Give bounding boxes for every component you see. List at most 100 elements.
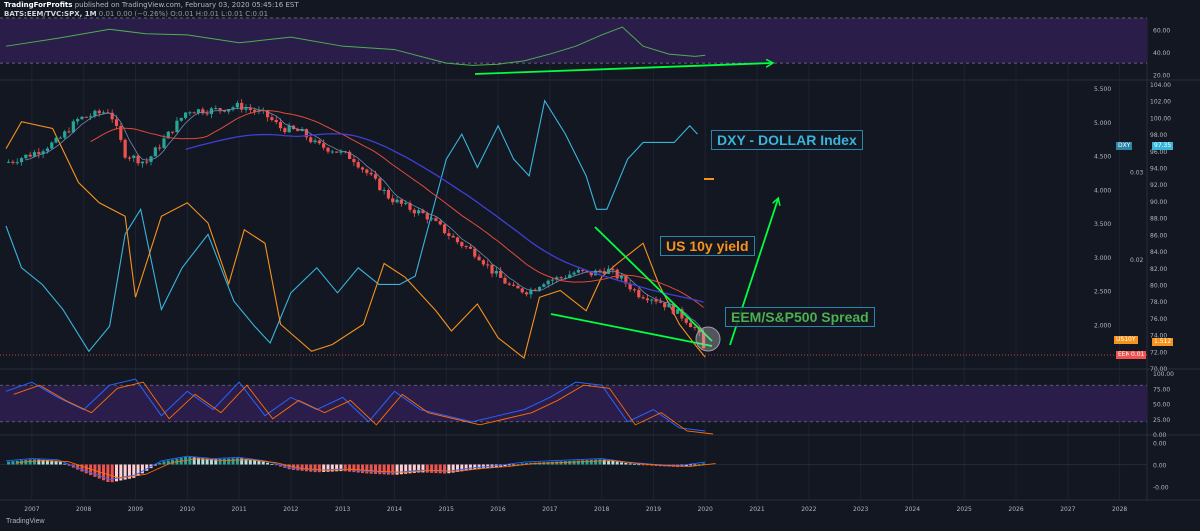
macd-bar bbox=[624, 462, 628, 465]
macd-bar bbox=[274, 464, 278, 466]
candle-body bbox=[615, 269, 619, 279]
x-tick-2010: 2010 bbox=[180, 506, 195, 513]
x-tick-2009: 2009 bbox=[128, 506, 143, 513]
price-tag-dxy: DXY bbox=[1116, 142, 1133, 150]
macd-bar bbox=[348, 464, 352, 472]
candle-body bbox=[11, 161, 15, 163]
macd-bar bbox=[378, 464, 382, 475]
macd-bar bbox=[447, 464, 451, 474]
candle-body bbox=[606, 268, 611, 274]
macd-bar bbox=[572, 460, 576, 465]
candle-body bbox=[693, 327, 697, 329]
candle-body bbox=[464, 246, 468, 248]
candle-body bbox=[304, 129, 309, 138]
candle-body bbox=[701, 332, 706, 349]
candle-body bbox=[632, 289, 637, 291]
candle-body bbox=[611, 268, 615, 270]
annotation-eem[interactable]: EEM/S&P500 Spread bbox=[725, 307, 875, 327]
macd-bar bbox=[227, 458, 231, 465]
candle-body bbox=[486, 264, 490, 266]
candle-body bbox=[408, 203, 412, 210]
macd-bar bbox=[261, 461, 265, 465]
chart-header-publisher: TradingForProfits published on TradingVi… bbox=[4, 1, 299, 9]
macd-bar bbox=[689, 464, 693, 466]
x-tick-2016: 2016 bbox=[490, 506, 505, 513]
candle-body bbox=[218, 108, 222, 111]
macd-bar bbox=[568, 460, 572, 465]
x-tick-2017: 2017 bbox=[542, 506, 557, 513]
spread-tick-0.02: 0.02 bbox=[1130, 257, 1144, 264]
macd-bar bbox=[11, 461, 15, 465]
candle-body bbox=[598, 270, 602, 272]
macd-tick-2: -0.00 bbox=[1153, 485, 1169, 492]
macd-bar bbox=[421, 464, 425, 473]
macd-bar bbox=[240, 458, 244, 465]
macd-bar bbox=[438, 464, 442, 474]
dxy-tick-102.00: 102.00 bbox=[1150, 99, 1171, 106]
candle-body bbox=[399, 199, 403, 204]
candle-body bbox=[45, 148, 50, 152]
candle-body bbox=[688, 322, 693, 328]
candle-body bbox=[270, 117, 274, 120]
macd-bar bbox=[326, 464, 330, 472]
publisher-name[interactable]: TradingForProfits bbox=[4, 1, 73, 9]
candle-body bbox=[589, 271, 593, 276]
spread-ma-medium bbox=[90, 109, 704, 308]
annotation-dxy[interactable]: DXY - DOLLAR Index bbox=[711, 130, 863, 150]
macd-bar bbox=[632, 463, 636, 465]
candle-body bbox=[684, 318, 688, 323]
macd-bar bbox=[145, 464, 149, 471]
macd-bar bbox=[205, 458, 209, 465]
macd-bar bbox=[140, 464, 144, 474]
candle-body bbox=[97, 110, 101, 114]
macd-bar bbox=[192, 457, 196, 465]
candle-body bbox=[171, 131, 175, 133]
candle-body bbox=[421, 210, 425, 214]
candle-body bbox=[265, 110, 270, 118]
macd-bar bbox=[408, 464, 412, 474]
highlight-circle bbox=[695, 326, 721, 352]
candle-body bbox=[641, 297, 645, 299]
macd-bar bbox=[58, 461, 62, 465]
macd-bar bbox=[188, 456, 192, 465]
dxy-tick-104.00: 104.00 bbox=[1150, 82, 1171, 89]
stoch-d-line bbox=[13, 381, 714, 435]
macd-bar bbox=[119, 464, 123, 481]
macd-bar bbox=[231, 458, 235, 465]
macd-bar bbox=[382, 464, 386, 475]
candle-body bbox=[442, 224, 447, 234]
macd-bar bbox=[244, 459, 248, 465]
x-tick-2007: 2007 bbox=[24, 506, 39, 513]
candle-body bbox=[395, 199, 399, 203]
x-tick-2011: 2011 bbox=[231, 506, 246, 513]
macd-bar bbox=[110, 464, 114, 483]
candle-body bbox=[296, 129, 300, 132]
candle-body bbox=[123, 139, 127, 158]
macd-bar bbox=[386, 464, 390, 475]
symbol-label[interactable]: BATS:EEM/TVC:SPX, 1M bbox=[4, 10, 97, 18]
yield-tick-3.000: 3.000 bbox=[1094, 255, 1111, 262]
macd-bar bbox=[455, 464, 459, 472]
x-tick-2015: 2015 bbox=[439, 506, 454, 513]
candle-body bbox=[205, 113, 209, 115]
candle-body bbox=[447, 233, 451, 236]
candle-body bbox=[326, 147, 330, 152]
candle-body bbox=[309, 137, 313, 143]
macd-bar bbox=[399, 464, 403, 475]
annotation-us10y[interactable]: US 10y yield bbox=[660, 236, 755, 256]
candle-body bbox=[162, 138, 166, 148]
candle-body bbox=[240, 102, 244, 110]
macd-bar bbox=[395, 464, 399, 475]
dxy-tick-70.00: 70.00 bbox=[1150, 366, 1167, 373]
candle-body bbox=[192, 112, 196, 114]
macd-bar bbox=[650, 464, 654, 466]
candle-body bbox=[576, 269, 580, 273]
candle-body bbox=[67, 131, 71, 133]
dxy-tick-86.00: 86.00 bbox=[1150, 232, 1167, 239]
x-tick-2008: 2008 bbox=[76, 506, 91, 513]
tradingview-brand: TradingView bbox=[6, 518, 45, 525]
macd-bar bbox=[201, 458, 205, 465]
candle-body bbox=[391, 198, 395, 203]
